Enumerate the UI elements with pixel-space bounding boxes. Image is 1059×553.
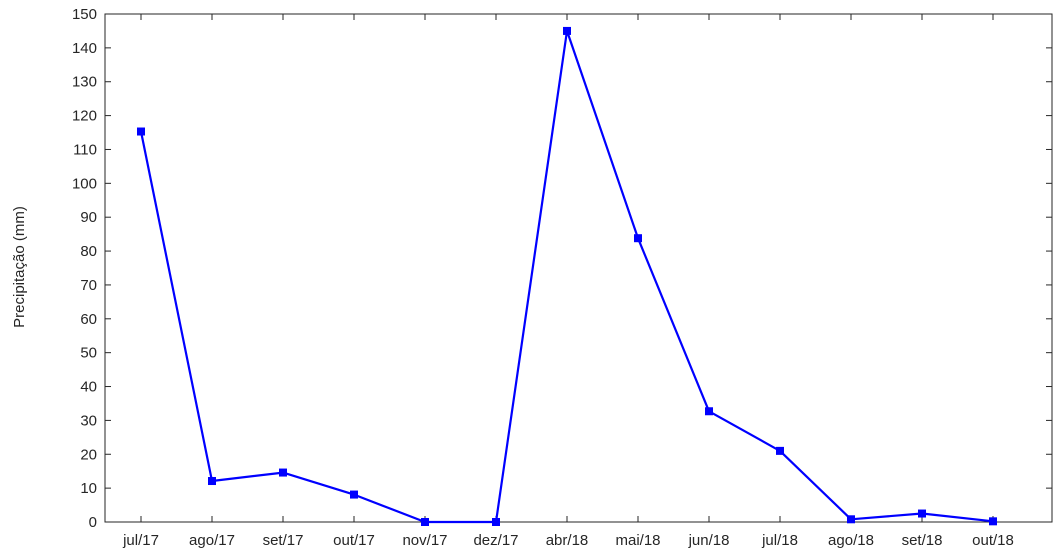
data-point-marker	[918, 509, 926, 518]
x-tick-label: jun/18	[688, 532, 730, 549]
y-tick-label: 80	[80, 243, 97, 260]
x-axis-ticks: jul/17 ago/17 set/17 out/17 nov/17 dez/17 abr/…	[122, 14, 1014, 549]
x-tick-label: jul/18	[761, 532, 798, 549]
data-point-marker	[634, 234, 642, 243]
x-tick-label: out/17	[333, 532, 375, 549]
y-tick-label: 40	[80, 379, 97, 396]
data-point-marker	[705, 407, 713, 416]
data-point-marker	[279, 468, 287, 477]
data-point-marker	[847, 515, 855, 524]
data-point-marker	[989, 517, 997, 526]
data-point-marker	[776, 446, 784, 455]
x-tick-label: dez/17	[473, 532, 518, 549]
y-axis-ticks: 0 10 20 30 40 50 60 70 80 90 100 110 120 130 140 150	[72, 6, 1052, 531]
data-point-marker	[350, 490, 358, 499]
y-tick-label: 150	[72, 6, 97, 23]
data-point-marker	[421, 518, 429, 526]
y-tick-label: 130	[72, 74, 97, 91]
x-tick-label: abr/18	[546, 532, 589, 549]
plot-box	[104, 13, 1053, 523]
y-tick-label: 30	[80, 412, 97, 429]
y-tick-label: 120	[72, 108, 97, 125]
y-tick-label: 0	[89, 514, 97, 531]
data-point-marker	[137, 127, 145, 136]
y-tick-label: 10	[80, 480, 97, 497]
series-layer	[137, 26, 997, 526]
y-tick-label: 140	[72, 40, 97, 57]
y-tick-label: 110	[73, 141, 97, 158]
plot-frame	[104, 13, 1053, 523]
y-tick-label: 100	[72, 175, 97, 192]
x-tick-label: ago/17	[189, 532, 235, 549]
data-point-marker	[492, 518, 500, 526]
y-tick-label: 20	[80, 446, 97, 463]
y-axis-label: Precipitação (mm)	[11, 206, 28, 328]
x-tick-label: ago/18	[828, 532, 874, 549]
y-tick-label: 90	[80, 209, 97, 226]
x-tick-label: nov/17	[402, 532, 447, 549]
x-tick-label: jul/17	[122, 532, 159, 549]
x-tick-label: mai/18	[615, 532, 660, 549]
data-point-marker	[563, 26, 571, 35]
x-tick-label: set/18	[902, 532, 943, 549]
data-point-marker	[208, 477, 216, 486]
x-tick-label: out/18	[972, 532, 1014, 549]
y-tick-label: 50	[80, 345, 97, 362]
x-tick-label: set/17	[263, 532, 304, 549]
y-tick-label: 60	[80, 311, 97, 328]
series-line	[139, 29, 994, 524]
y-tick-label: 70	[80, 277, 97, 294]
